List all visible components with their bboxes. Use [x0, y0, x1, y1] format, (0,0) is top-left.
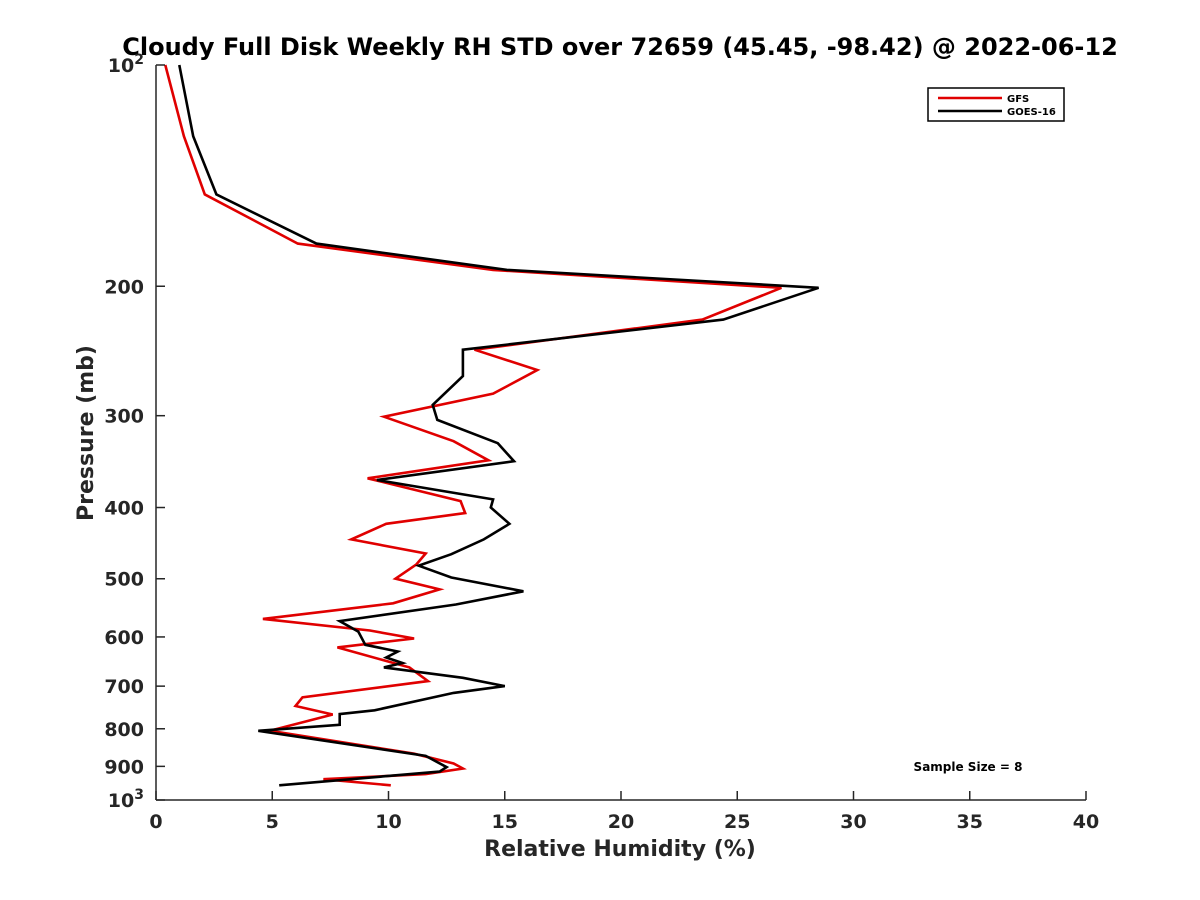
sample-size-annotation: Sample Size = 8: [914, 760, 1023, 774]
y-tick-label: 700: [104, 676, 144, 698]
x-tick-label: 10: [375, 811, 401, 833]
y-tick-label-base: 10: [108, 55, 134, 77]
y-tick-label-base: 900: [104, 756, 144, 778]
axes-layer: 0 5 10 15 20 25 30 35 40102200300400500600700800…: [104, 52, 1099, 833]
series-line-goes-16: [178, 64, 820, 787]
x-tick-label: 35: [957, 811, 983, 833]
x-tick-label: 5: [266, 811, 279, 833]
series-line-gfs: [164, 64, 782, 787]
y-tick-label: 900: [104, 756, 144, 778]
y-tick-label-base: 800: [104, 719, 144, 741]
y-tick-label-base: 300: [104, 406, 144, 428]
y-tick-label-base: 500: [104, 569, 144, 591]
y-tick-label: 300: [104, 406, 144, 428]
y-tick-label: 400: [104, 498, 144, 520]
y-tick-label: 800: [104, 719, 144, 741]
y-tick-label-base: 400: [104, 498, 144, 520]
y-tick-label-base: 600: [104, 627, 144, 649]
y-tick-label: 200: [104, 276, 144, 298]
legend-box: [927, 87, 1065, 122]
y-tick-label: 102: [108, 52, 144, 77]
series-layer: [164, 64, 820, 787]
legend-label: GOES-16: [1007, 107, 1056, 118]
x-tick-label: 30: [840, 811, 866, 833]
y-axis-label: Pressure (mb): [74, 345, 99, 521]
y-tick-label-base: 200: [104, 276, 144, 298]
y-tick-label-exponent: 2: [134, 52, 144, 68]
x-tick-label: 25: [724, 811, 750, 833]
x-tick-label: 40: [1073, 811, 1099, 833]
legend-label: GFS: [1007, 94, 1029, 105]
x-tick-label: 20: [608, 811, 634, 833]
y-tick-label: 103: [108, 787, 144, 812]
x-axis-label: Relative Humidity (%): [484, 837, 756, 862]
x-tick-label: 15: [492, 811, 518, 833]
chart-title: Cloudy Full Disk Weekly RH STD over 7265…: [122, 33, 1118, 61]
x-tick-label: 0: [149, 811, 162, 833]
y-tick-label-base: 10: [108, 790, 134, 812]
y-tick-label-exponent: 3: [134, 787, 144, 803]
y-tick-label: 600: [104, 627, 144, 649]
y-tick-label-base: 700: [104, 676, 144, 698]
legend: GFS GOES-16: [927, 87, 1065, 122]
y-tick-label: 500: [104, 569, 144, 591]
